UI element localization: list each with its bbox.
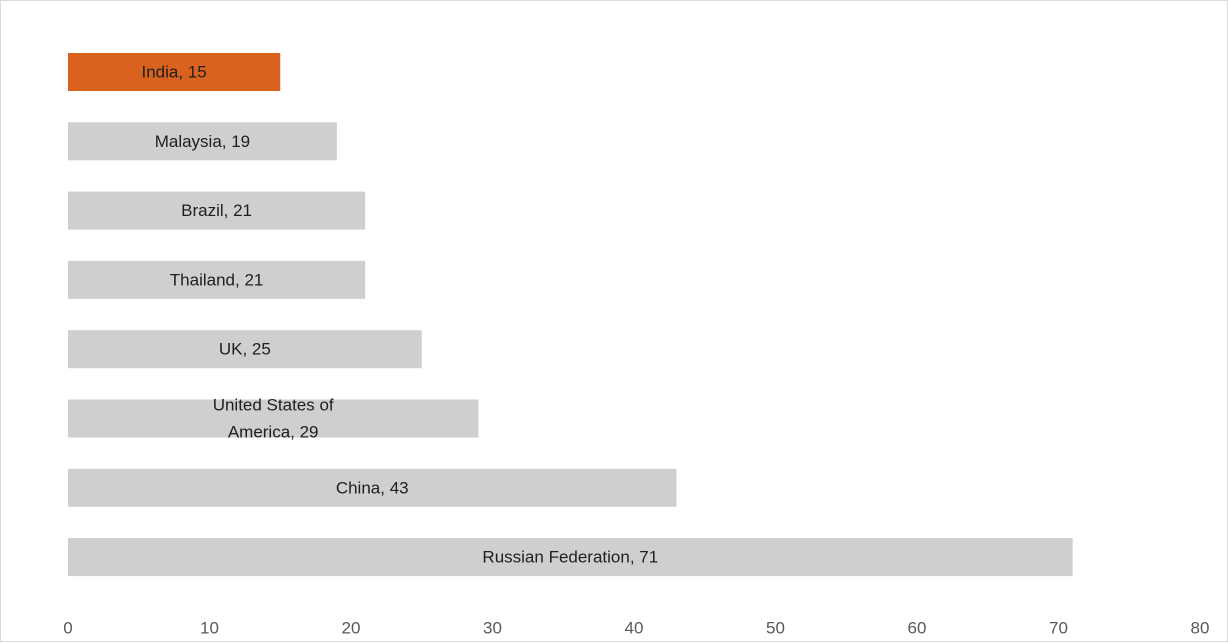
data-label-uk: UK, 25 [219,340,271,359]
x-tick-label-60: 60 [908,619,927,638]
bar-labels-layer: India, 15 Malaysia, 19 Brazil, 21 Thailand,… [142,63,659,567]
bar-india [68,53,281,91]
bar-thailand [68,260,366,299]
x-tick-label-80: 80 [1191,619,1210,638]
data-label-united-states-of-america-line-1: United States of [213,396,334,415]
bar-china [68,468,677,507]
bar-uk [68,330,422,369]
bar-brazil [68,191,366,230]
x-tick-label-0: 0 [63,619,72,638]
bar-malaysia [68,122,337,161]
x-tick-label-30: 30 [483,619,502,638]
data-label-united-states-of-america-line-2: America, 29 [228,423,319,442]
x-tick-label-20: 20 [342,619,361,638]
data-label-malaysia: Malaysia, 19 [155,132,250,151]
x-axis: 0 10 20 30 40 50 60 70 80 [63,619,1209,638]
data-label-russian-federation: Russian Federation, 71 [482,548,658,567]
x-tick-label-40: 40 [625,619,644,638]
bars-layer [68,53,1073,577]
x-tick-label-70: 70 [1049,619,1068,638]
data-label-brazil: Brazil, 21 [181,201,252,220]
data-label-india: India, 15 [142,63,207,82]
x-tick-label-10: 10 [200,619,219,638]
bar-russian-federation [68,538,1073,577]
data-label-china: China, 43 [336,478,409,497]
bar-united-states-of-america [68,399,479,438]
data-label-thailand: Thailand, 21 [170,270,264,289]
x-tick-label-50: 50 [766,619,785,638]
